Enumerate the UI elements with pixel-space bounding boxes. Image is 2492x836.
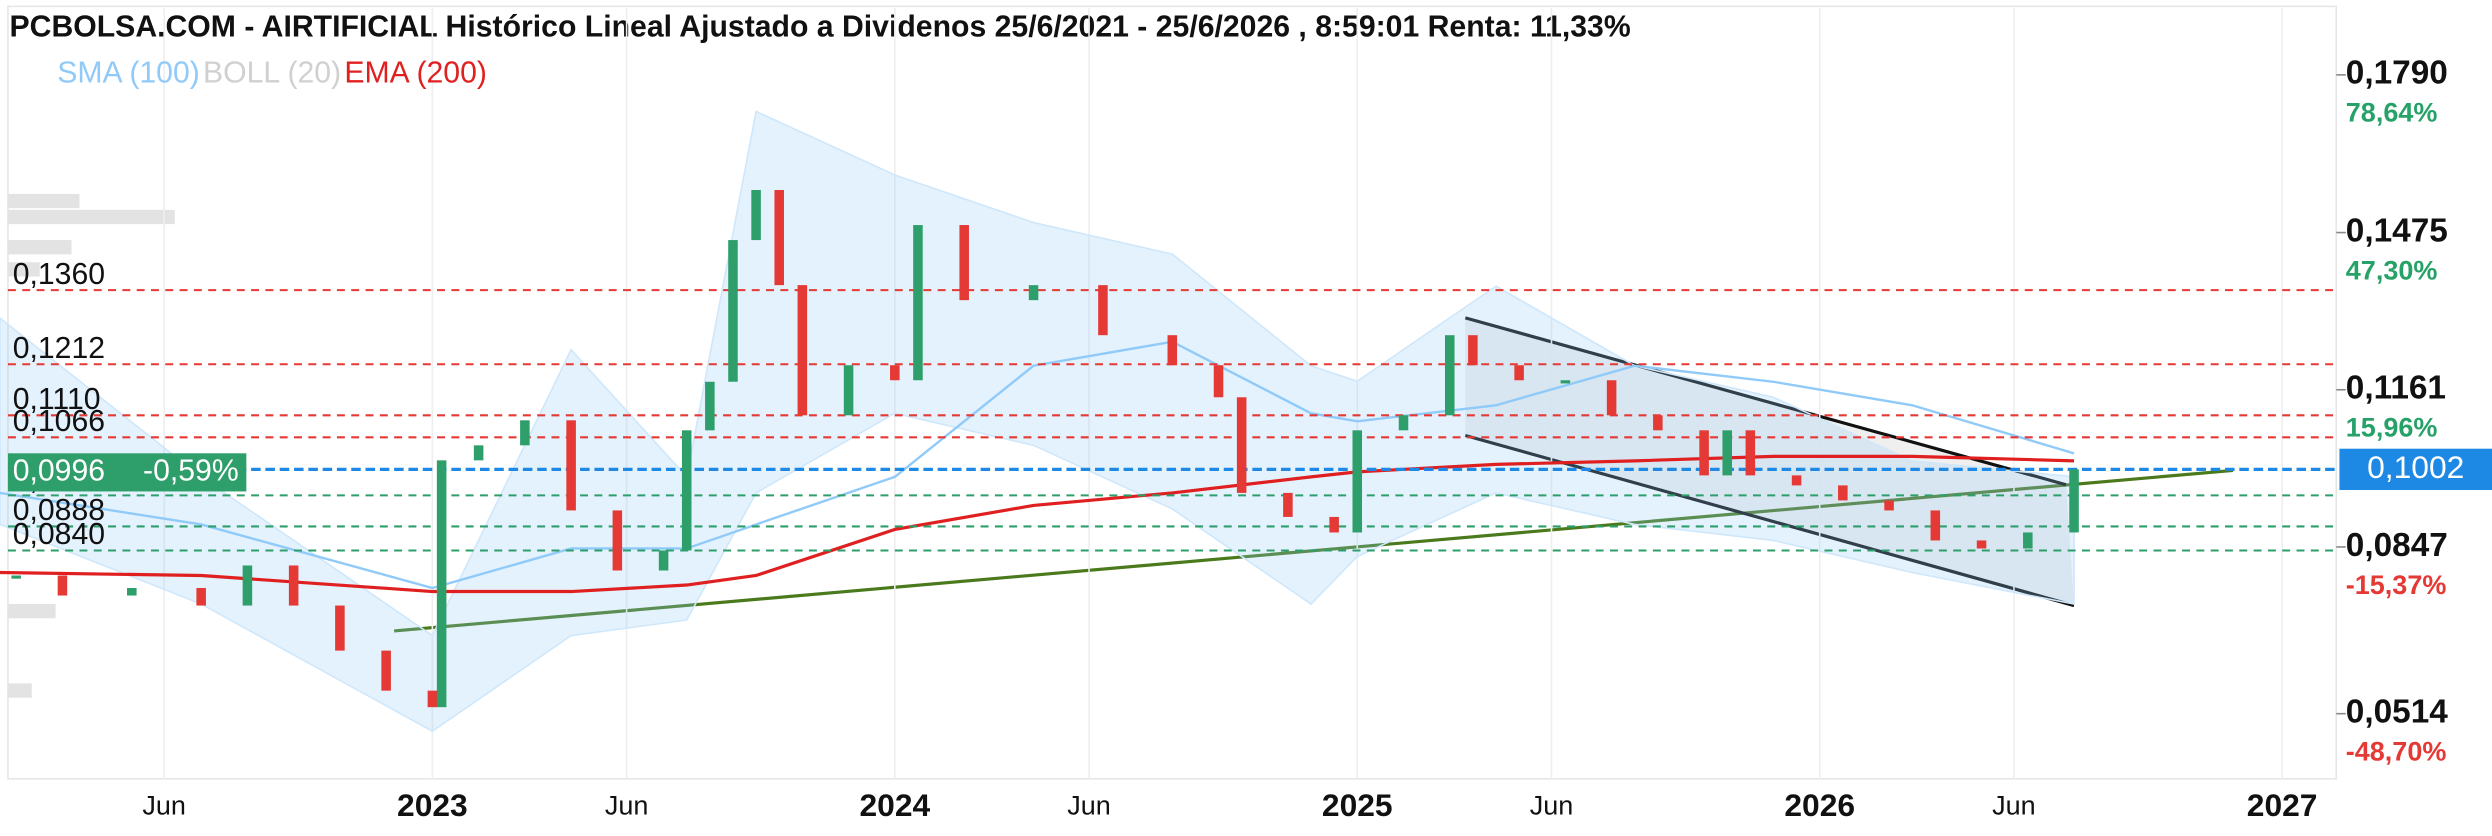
legend-entry: EMA (200) [344,57,487,90]
candle [57,575,68,596]
candle [1606,380,1617,416]
y-tick-label: 0,0847 [2346,527,2448,564]
candle [381,650,391,691]
level-label: 0,0840 [13,518,105,551]
candle [1444,335,1455,416]
candle [1098,285,1108,336]
x-tick-label: 2024 [859,787,930,823]
candle [288,565,299,606]
candle [843,365,854,416]
level-label: 0,1212 [13,332,105,365]
candle [913,225,923,381]
y-tick-label: 0,0514 [2346,693,2448,730]
candle [1028,285,1039,301]
candle [1352,430,1363,533]
y-tick-percent: -15,37% [2346,570,2447,600]
current-label: 0,1002 [2367,449,2464,485]
x-tick-label: Jun [605,791,649,821]
x-tick-label: Jun [1530,791,1574,821]
channel-fill [1465,317,2075,606]
candle [11,575,21,579]
candle [196,588,206,606]
candle [890,365,900,381]
candle [705,381,715,431]
candle [1653,415,1663,431]
current-box [2339,448,2492,491]
y-tick-label: 0,1790 [2346,55,2448,92]
candle [1699,430,1709,476]
legend-entry: BOLL (20) [203,57,341,90]
candle [2069,469,2079,533]
candle [1236,397,1247,493]
level-label: 0,1360 [13,258,105,291]
candle [1976,540,1987,549]
candle [1791,475,1802,486]
y-tick-percent: 15,96% [2346,413,2438,443]
candle [566,420,576,511]
last-label: 0,0996 [13,454,105,487]
candle [520,420,530,446]
candle [1283,492,1293,517]
last-change: -0,59% [143,454,239,487]
candle [2023,532,2033,549]
candle [335,605,345,651]
level-label: 0,1066 [13,405,105,438]
y-tick-label: 0,1161 [2346,370,2446,407]
candle [1329,516,1339,533]
y-tick-percent: -48,70% [2346,737,2447,767]
x-tick-label: 2025 [1322,787,1393,823]
candle [1838,485,1848,501]
candle [1560,380,1571,384]
level-label: 0,1110 [13,383,101,416]
candle [797,285,808,416]
x-tick-label: 2023 [397,787,468,823]
candle [959,225,969,301]
y-tick-label: 0,1475 [2346,212,2448,249]
candle [1722,430,1732,476]
candle [774,190,784,286]
bollinger-band [0,110,2075,733]
y-tick-percent: 47,30% [2346,255,2438,285]
volume-profile [7,193,175,698]
candle [1167,335,1178,366]
x-tick-label: Jun [1992,791,2036,821]
candle [1930,510,1941,541]
candle [1468,335,1478,366]
candle [436,460,447,708]
sma-line [0,340,2075,590]
candle [1398,415,1409,431]
candle [1213,365,1224,398]
candle [427,690,438,708]
candle [1884,500,1894,511]
x-tick-label: Jun [142,791,186,821]
chart-title: PCBOLSA.COM - AIRTIFICIAL Histórico Line… [10,11,1631,44]
x-tick-label: Jun [1067,791,1111,821]
candle [1745,430,1756,476]
candle [242,565,253,606]
plot-frame [7,5,2338,780]
candle [658,550,669,571]
candle [728,240,738,382]
candle [612,510,623,571]
candle [751,190,761,241]
candle [127,588,137,596]
candle [473,445,484,461]
x-tick-label: 2027 [2247,787,2318,823]
x-tick-label: 2026 [1784,787,1855,823]
y-tick-percent: 78,64% [2346,98,2438,128]
last-box [7,453,247,492]
candle [1514,365,1524,381]
candle [681,430,692,551]
legend-entry: SMA (100) [57,57,200,90]
level-label: 0,0888 [13,494,105,527]
